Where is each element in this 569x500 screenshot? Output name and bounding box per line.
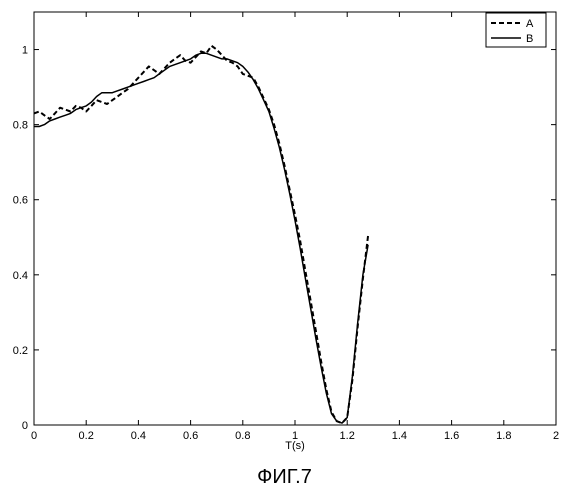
x-tick-label: 1.8 [496,430,511,442]
legend-label-b: B [526,33,533,45]
x-tick-label: 0.2 [79,430,94,442]
figure-caption: ФИГ.7 [0,466,569,489]
x-tick-label: 1.4 [392,430,407,442]
x-tick-label: 0.8 [235,430,250,442]
y-tick-label: 1 [22,45,28,57]
y-tick-label: 0.4 [13,270,28,282]
x-tick-label: 1.6 [444,430,459,442]
y-tick-labels: 0 0.2 0.4 0.6 0.8 1 [13,45,28,432]
x-tick-label: 1.2 [340,430,355,442]
x-tick-label: 2 [553,430,559,442]
y-tick-label: 0.6 [13,195,28,207]
y-tick-label: 0.2 [13,345,28,357]
x-tick-label: 0.6 [183,430,198,442]
y-tick-label: 0 [22,420,28,432]
legend-label-a: A [526,18,534,30]
legend: A B [486,13,546,47]
x-tick-label: 0.4 [131,430,146,442]
x-axis-label: T(s) [285,440,305,452]
legend-box [486,13,546,47]
y-tick-label: 0.8 [13,120,28,132]
x-tick-label: 0 [31,430,37,442]
